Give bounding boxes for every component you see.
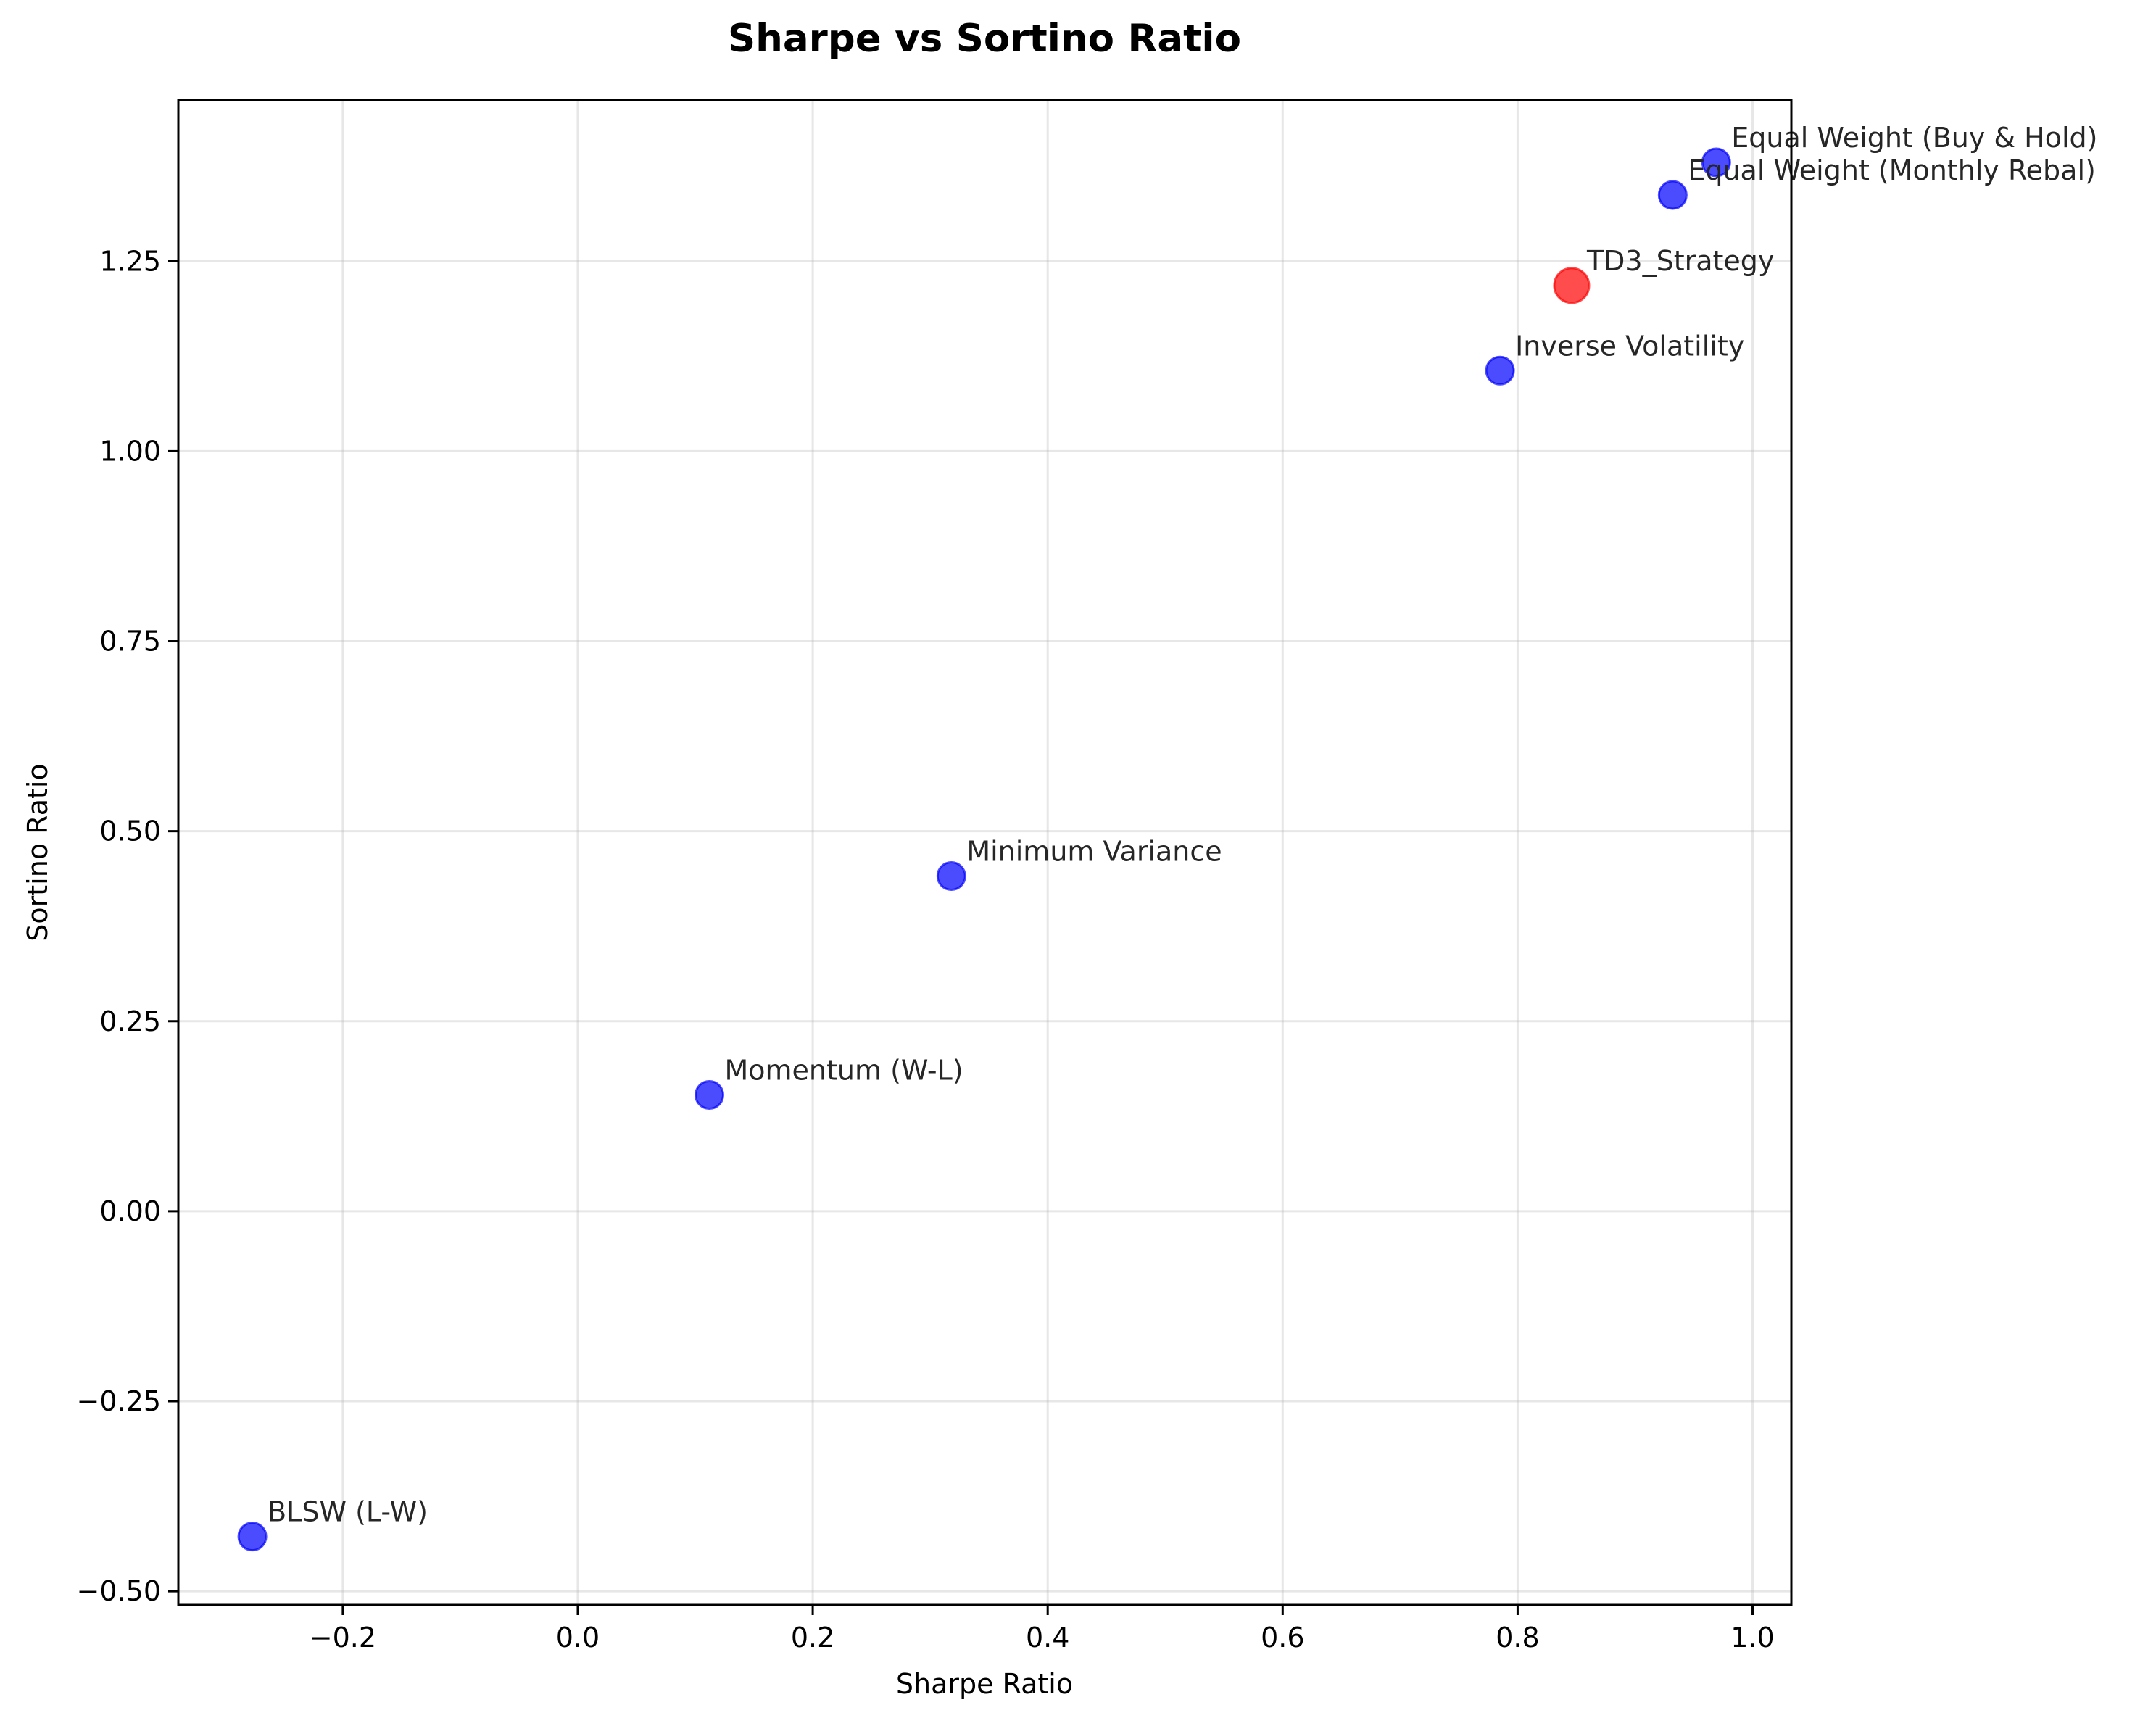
data-point (1553, 267, 1591, 304)
data-point (1485, 355, 1515, 386)
data-point (694, 1079, 724, 1110)
axis-ticks: −0.2 0.0 0.2 0.4 0.6 0.8 1.0 −0.50 −0.25 0.00 0.25… (77, 245, 1775, 1653)
data-point-label: Equal Weight (Monthly Rebal) (1688, 154, 2096, 186)
x-axis-label: Sharpe Ratio (896, 1668, 1073, 1700)
data-point-label: Minimum Variance (966, 836, 1222, 868)
x-tick-label: 0.6 (1261, 1622, 1304, 1653)
y-tick-label: 0.75 (99, 626, 161, 657)
x-tick-label: 0.4 (1026, 1622, 1069, 1653)
data-point-label: Equal Weight (Buy & Hold) (1731, 122, 2097, 154)
data-point (237, 1522, 268, 1552)
x-tick-label: 0.2 (791, 1622, 834, 1653)
y-tick-label: 0.25 (99, 1005, 161, 1037)
data-point (936, 861, 966, 892)
x-tick-label: 0.8 (1496, 1622, 1539, 1653)
x-tick-label: −0.2 (310, 1622, 376, 1653)
x-tick-label: 1.0 (1730, 1622, 1774, 1653)
y-tick-label: −0.25 (77, 1385, 161, 1417)
data-point-label: Inverse Volatility (1515, 330, 1744, 362)
y-tick-label: 0.50 (99, 816, 161, 847)
data-point (1701, 147, 1731, 178)
x-tick-label: 0.0 (556, 1622, 600, 1653)
y-axis-label: Sortino Ratio (22, 763, 54, 941)
data-point-label: BLSW (L-W) (268, 1496, 428, 1528)
chart-title: Sharpe vs Sortino Ratio (728, 17, 1241, 61)
y-tick-label: 1.00 (99, 435, 161, 467)
y-tick-label: −0.50 (77, 1575, 161, 1607)
data-point (1657, 180, 1688, 210)
y-tick-label: 0.00 (99, 1195, 161, 1227)
y-tick-label: 1.25 (99, 245, 161, 277)
data-point-label: Momentum (W-L) (724, 1054, 963, 1086)
plot-frame (177, 99, 1793, 1606)
data-point-label: TD3_Strategy (1586, 245, 1774, 277)
grid-lines (178, 100, 1791, 1605)
